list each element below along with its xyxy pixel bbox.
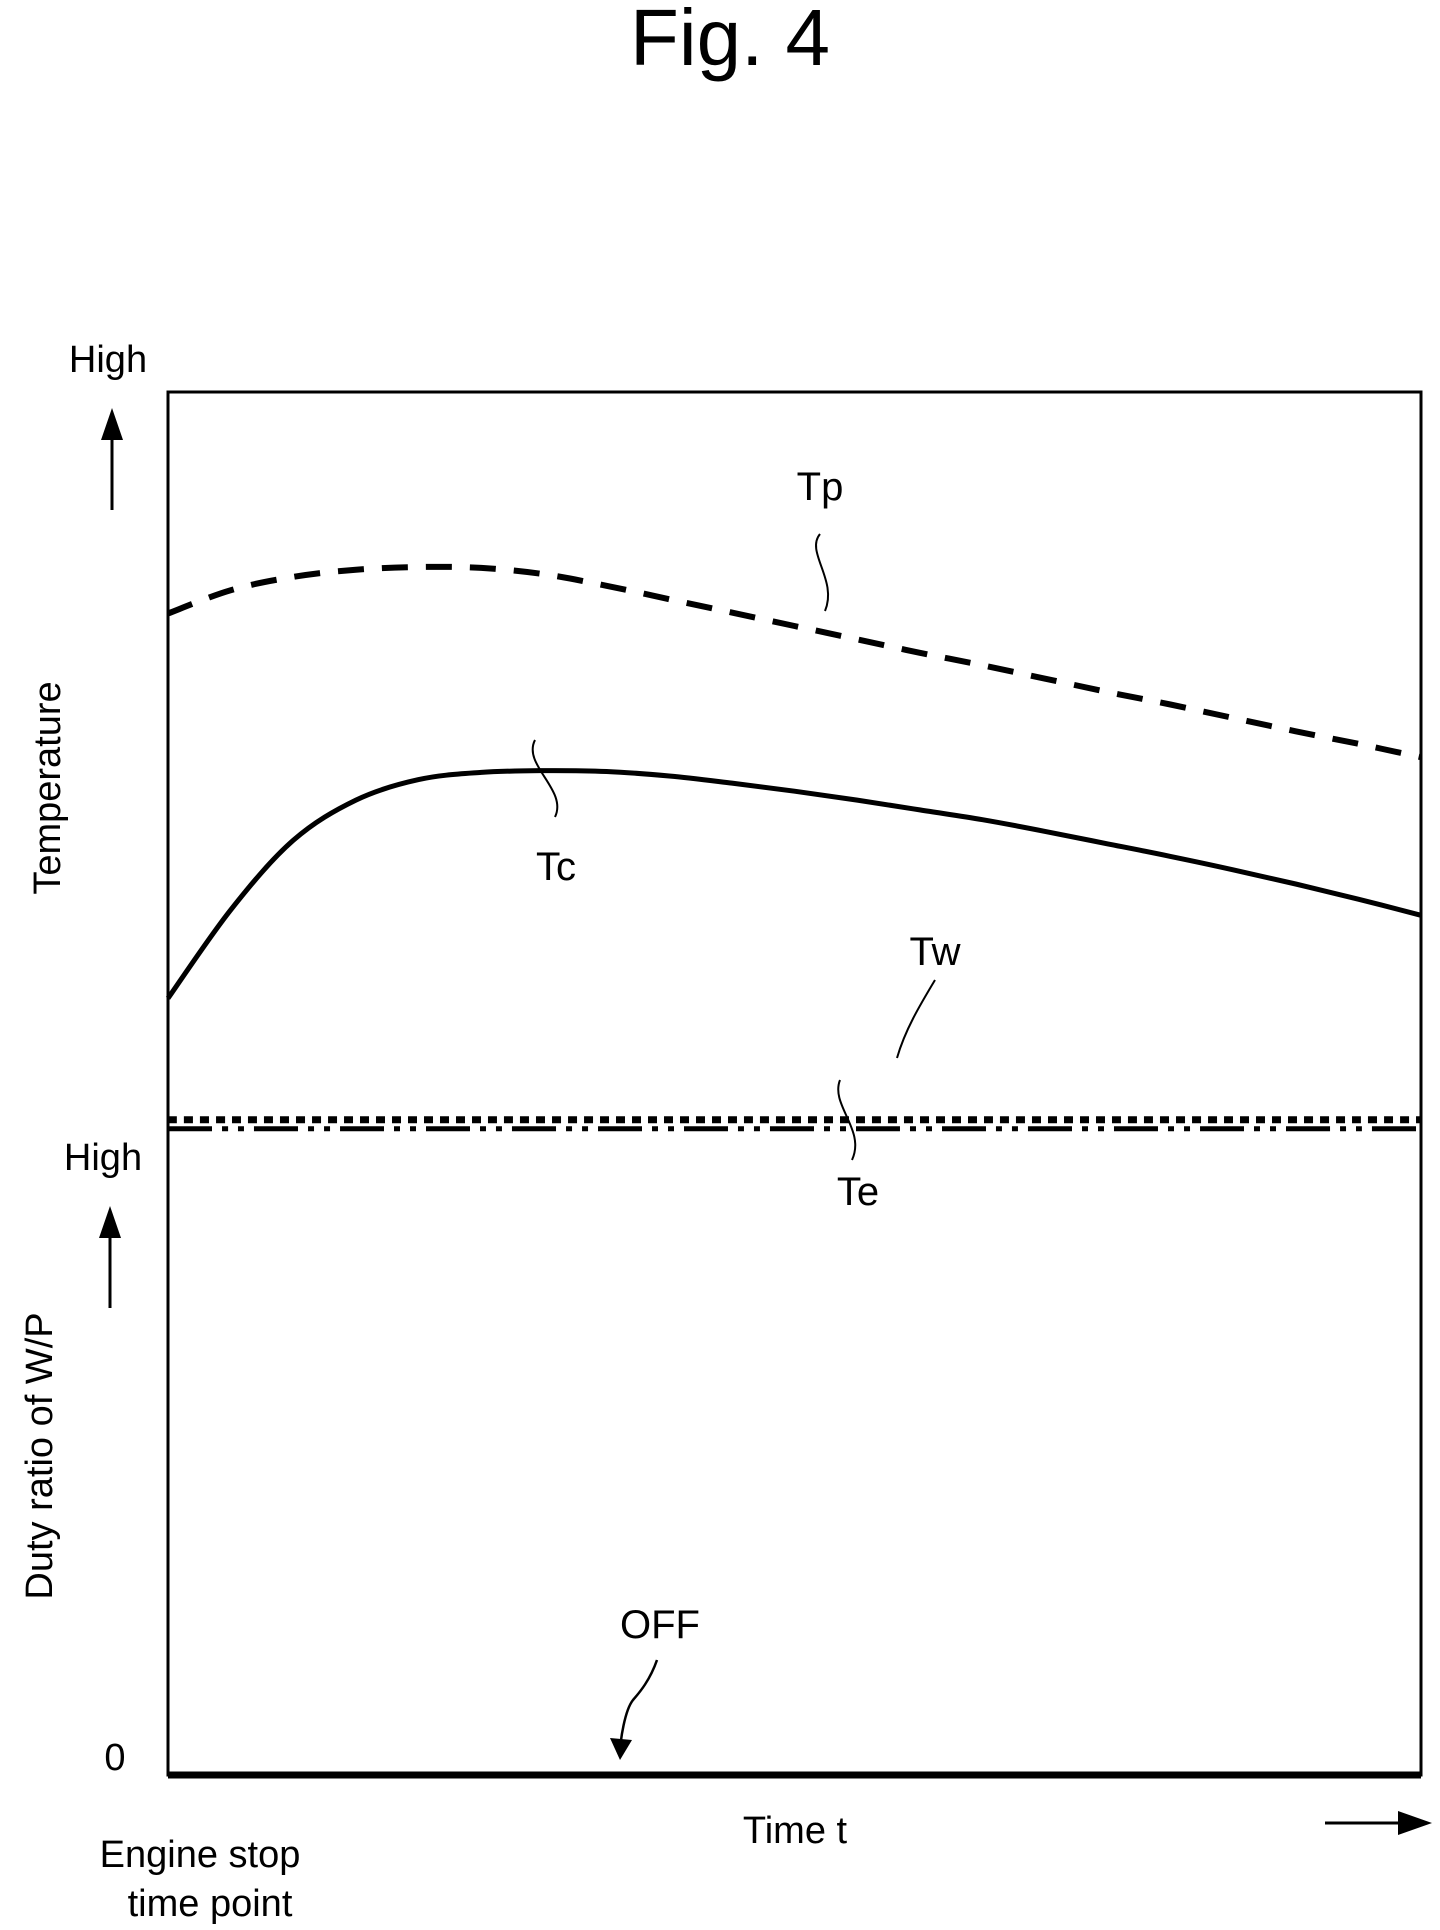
series-line-tp: [166, 563, 1422, 761]
leader-line-tc: [531, 739, 559, 818]
duty-axis-label: Duty ratio of W/P: [19, 1312, 61, 1599]
duty-zero-label: 0: [104, 1737, 125, 1779]
duty-up-arrow-icon: [99, 1206, 121, 1308]
off-arrowhead-icon: [610, 1738, 632, 1760]
series-label-tp: Tp: [797, 465, 844, 509]
series-label-tc: Tc: [536, 845, 576, 889]
time-right-arrow-icon: [1325, 1811, 1432, 1835]
series-label-tw: Tw: [909, 930, 960, 974]
figure-title: Fig. 4: [630, 0, 830, 82]
x-origin-label-line2: time point: [128, 1883, 293, 1925]
temperature-series-group: [165, 563, 1422, 1132]
temperature-up-arrow-icon: [101, 408, 123, 510]
time-axis-label: Time t: [743, 1810, 848, 1852]
leader-line-te: [837, 1079, 857, 1161]
temperature-axis-label: Temperature: [27, 681, 69, 894]
series-label-te: Te: [837, 1170, 879, 1214]
plot-frame: [166, 390, 1423, 1777]
x-origin-label-line1: Engine stop: [100, 1834, 301, 1876]
off-annotation-label: OFF: [620, 1603, 700, 1647]
off-annotation-arrow: [618, 1659, 659, 1756]
leader-line-tp: [815, 533, 830, 612]
duty-high-label: High: [64, 1137, 142, 1179]
leader-line-tw: [896, 979, 936, 1059]
temperature-high-label: High: [69, 339, 147, 381]
series-line-tc: [165, 768, 1422, 1000]
